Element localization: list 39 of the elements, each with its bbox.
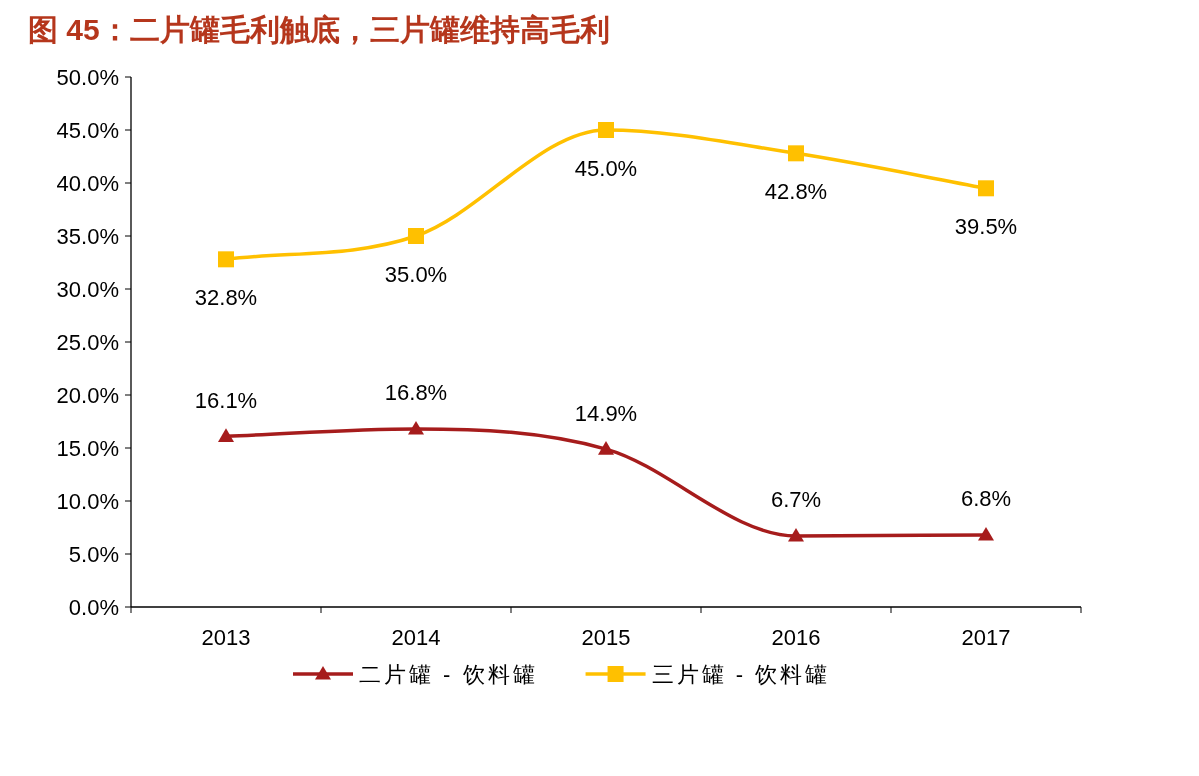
data-label: 39.5%: [954, 213, 1018, 239]
point: [978, 526, 994, 541]
point: [788, 527, 804, 542]
data-label: 16.1%: [194, 387, 258, 413]
data-label: 32.8%: [194, 284, 258, 310]
y-tick-label: 25.0%: [56, 329, 119, 355]
y-tick-label: 15.0%: [56, 435, 119, 461]
y-tick-label: 10.0%: [56, 488, 119, 514]
legend-label: 二片罐 - 饮料罐: [359, 661, 538, 687]
point: [978, 180, 994, 197]
point: [218, 428, 234, 442]
y-tick-label: 20.0%: [56, 382, 119, 408]
data-label: 35.0%: [384, 261, 448, 287]
x-tick-label: 2017: [961, 624, 1011, 650]
point: [218, 251, 234, 268]
point: [408, 420, 424, 435]
x-tick-label: 2016: [771, 624, 821, 650]
data-label: 14.9%: [574, 400, 638, 426]
x-tick-label: 2015: [581, 624, 631, 650]
data-label: 45.0%: [574, 155, 638, 181]
data-label: 6.8%: [960, 486, 1012, 512]
x-tick-label: 2014: [391, 624, 441, 650]
x-tick-label: 2013: [201, 624, 251, 650]
data-label: 16.8%: [384, 380, 448, 406]
title: 图 45：二片罐毛利触底，三片罐维持高毛利: [28, 13, 610, 46]
y-tick-label: 50.0%: [56, 64, 119, 90]
y-tick-label: 5.0%: [68, 541, 119, 567]
data-label: 6.7%: [770, 487, 822, 513]
point: [788, 145, 804, 162]
y-tick-label: 30.0%: [56, 276, 119, 302]
y-tick-label: 0.0%: [68, 594, 119, 620]
data-label: 42.8%: [764, 178, 828, 204]
point: [408, 228, 424, 244]
point: [598, 122, 614, 138]
y-tick-label: 35.0%: [56, 223, 119, 249]
y-tick-label: 40.0%: [56, 170, 119, 196]
point: [598, 441, 614, 455]
legend-label: 三片罐 - 饮料罐: [651, 661, 831, 687]
y-tick-label: 45.0%: [56, 117, 119, 143]
